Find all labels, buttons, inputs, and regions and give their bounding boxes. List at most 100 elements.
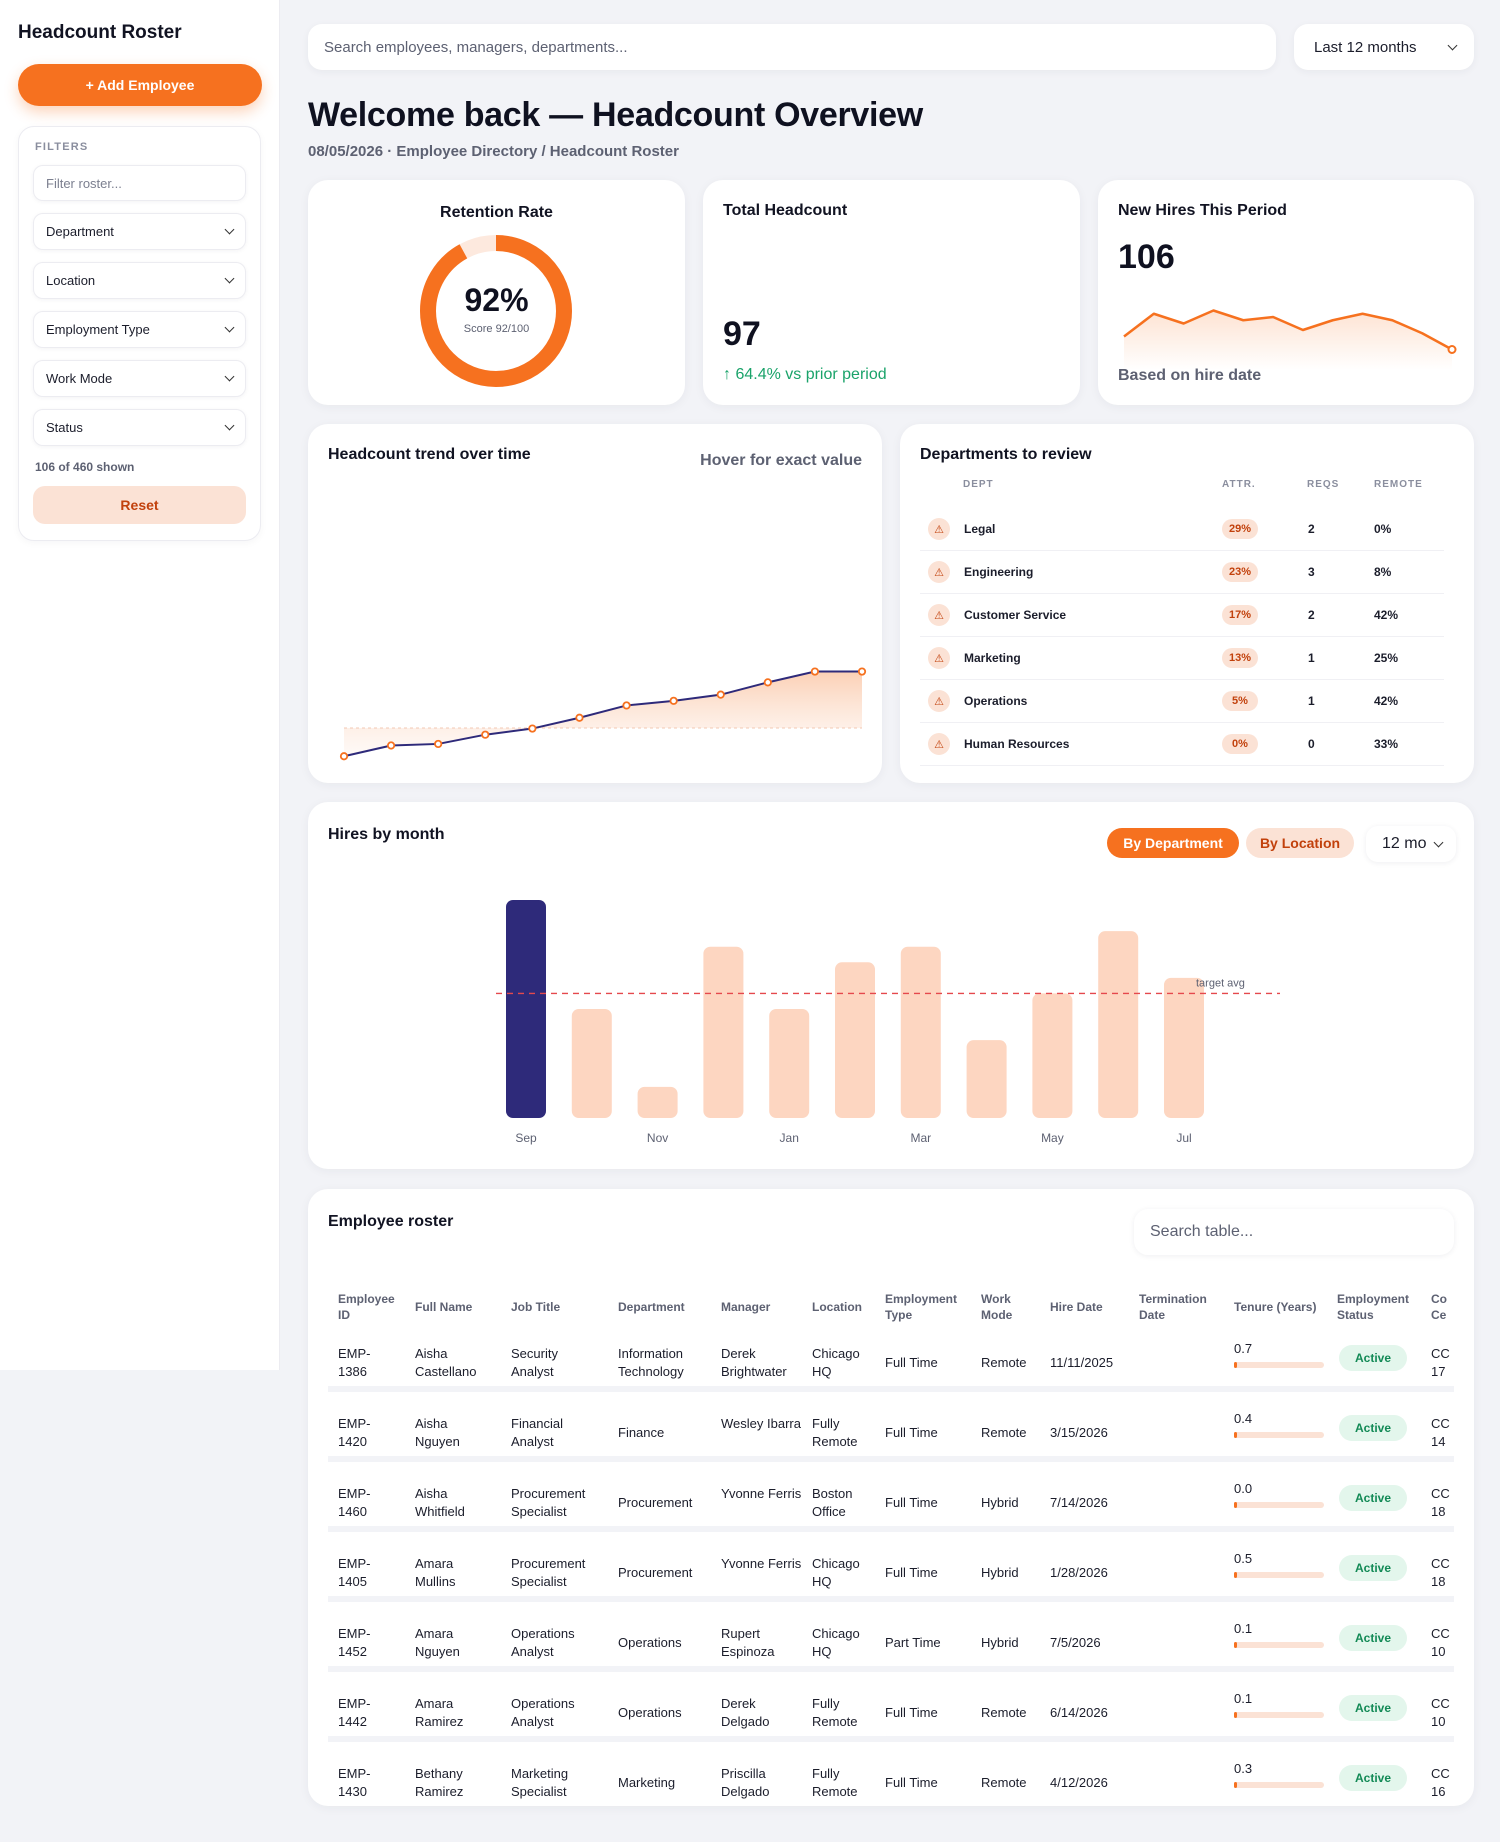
- table-row[interactable]: EMP-1405 Amara Mullins Procurement Special…: [328, 1544, 1454, 1602]
- trend-point[interactable]: [434, 739, 443, 749]
- bar-mar[interactable]: [900, 946, 941, 1118]
- cell-type: Full Time: [885, 1775, 938, 1790]
- x-tick-label: Nov: [647, 1131, 668, 1145]
- column-header[interactable]: Employment Type: [885, 1292, 958, 1322]
- column-header[interactable]: Co Ce: [1431, 1292, 1447, 1322]
- bar-nov[interactable]: [637, 1086, 678, 1118]
- table-search-input[interactable]: Search table...: [1134, 1209, 1454, 1255]
- dept-row[interactable]: ⚠ Engineering 23% 3 8%: [920, 551, 1444, 594]
- department-select[interactable]: Department: [33, 213, 246, 250]
- trend-point[interactable]: [575, 713, 584, 722]
- employment-type-select-label: Employment Type: [46, 322, 150, 337]
- cell-manager: Yvonne Ferris: [721, 1486, 802, 1501]
- trend-point[interactable]: [386, 741, 396, 750]
- bar-apr[interactable]: [966, 1040, 1007, 1118]
- cell-manager: Wesley Ibarra: [721, 1416, 801, 1431]
- column-header[interactable]: Employee ID: [338, 1292, 395, 1322]
- dept-row[interactable]: ⚠ Legal 29% 2 0%: [920, 508, 1444, 551]
- column-header[interactable]: Manager: [721, 1300, 771, 1314]
- table-row[interactable]: EMP-1460 Aisha Whitfield Procurement Speci…: [328, 1474, 1454, 1532]
- work-mode-select-label: Work Mode: [46, 371, 113, 386]
- bar-feb[interactable]: [835, 962, 875, 1118]
- column-header[interactable]: Department: [618, 1300, 685, 1314]
- column-header[interactable]: Employment Status: [1337, 1292, 1410, 1322]
- cell-mode: Hybrid: [981, 1495, 1019, 1510]
- bar-jun[interactable]: [1098, 931, 1139, 1118]
- sidebar: Headcount Roster + Add Employee FILTERS …: [0, 0, 280, 1370]
- column-header[interactable]: Tenure (Years): [1234, 1300, 1317, 1314]
- column-header[interactable]: Full Name: [415, 1300, 473, 1314]
- cell-name: Amara Nguyen: [415, 1626, 460, 1659]
- cell-hire: 1/28/2026: [1050, 1565, 1108, 1580]
- x-tick-label: Jan: [780, 1131, 799, 1145]
- column-header[interactable]: Termination Date: [1139, 1292, 1207, 1322]
- work-mode-select[interactable]: Work Mode: [33, 360, 246, 397]
- cell-hire: 7/14/2026: [1050, 1495, 1108, 1510]
- trend-title: Headcount trend over time: [328, 446, 531, 463]
- retention-title: Retention Rate: [440, 204, 553, 221]
- cell-type: Full Time: [885, 1565, 938, 1580]
- trend-point[interactable]: [716, 690, 725, 699]
- bar-jul[interactable]: [1164, 977, 1204, 1118]
- dept-row[interactable]: ⚠ Human Resources 0% 0 33%: [920, 723, 1444, 766]
- new-hires-card: New Hires This Period 106 Based on hire …: [1098, 180, 1474, 405]
- table-row[interactable]: EMP-1452 Amara Nguyen Operations Analyst Op…: [328, 1614, 1454, 1672]
- trend-point[interactable]: [669, 696, 678, 705]
- cell-type: Part Time: [885, 1635, 941, 1650]
- tenure-bar: [1234, 1782, 1324, 1788]
- cell-manager: Priscilla Delgado: [721, 1766, 770, 1799]
- column-header[interactable]: Work Mode: [981, 1292, 1013, 1322]
- by-department-toggle[interactable]: By Department: [1107, 828, 1239, 858]
- range-select[interactable]: 12 mo: [1366, 826, 1456, 862]
- warning-icon: ⚠: [928, 690, 950, 712]
- column-header[interactable]: Location: [812, 1300, 862, 1314]
- table-row[interactable]: EMP-1420 Aisha Nguyen Financial Analyst Fin…: [328, 1404, 1454, 1462]
- column-header[interactable]: Hire Date: [1050, 1300, 1103, 1314]
- filter-roster-input[interactable]: Filter roster...: [33, 165, 246, 201]
- attrition-badge: 17%: [1222, 605, 1258, 625]
- dept-row[interactable]: ⚠ Customer Service 17% 2 42%: [920, 594, 1444, 637]
- table-row[interactable]: EMP-1386 Aisha Castellano Security Analyst…: [328, 1334, 1454, 1392]
- period-select[interactable]: Last 12 months: [1294, 24, 1474, 70]
- trend-point[interactable]: [810, 667, 820, 676]
- status-select[interactable]: Status: [33, 409, 246, 446]
- remote-value: 33%: [1374, 737, 1399, 751]
- bar-may[interactable]: [1032, 993, 1073, 1118]
- bar-oct[interactable]: [571, 1009, 612, 1118]
- reset-button[interactable]: Reset: [33, 486, 246, 524]
- retention-value: 92%: [464, 282, 529, 318]
- column-header[interactable]: Job Title: [511, 1300, 561, 1314]
- dept-row[interactable]: ⚠ Marketing 13% 1 25%: [920, 637, 1444, 680]
- bar-jan[interactable]: [769, 1009, 810, 1118]
- table-row[interactable]: EMP-1442 Amara Ramirez Operations Analyst O…: [328, 1684, 1454, 1742]
- trend-point[interactable]: [339, 752, 349, 761]
- global-search-input[interactable]: Search employees, managers, departments.…: [308, 24, 1276, 70]
- status-select-label: Status: [46, 420, 83, 435]
- tenure-bar-fill: [1234, 1782, 1237, 1788]
- table-row[interactable]: EMP-1430 Bethany Ramirez Marketing Special…: [328, 1754, 1454, 1806]
- cell-mode: Hybrid: [981, 1635, 1019, 1650]
- employment-type-select[interactable]: Employment Type: [33, 311, 246, 348]
- trend-point[interactable]: [622, 701, 631, 710]
- add-employee-button[interactable]: + Add Employee: [18, 64, 262, 106]
- bar-sep[interactable]: [506, 900, 546, 1118]
- tenure-value: 0.7: [1234, 1341, 1253, 1356]
- trend-point[interactable]: [528, 724, 537, 733]
- cell-type: Full Time: [885, 1495, 938, 1510]
- trend-point[interactable]: [763, 678, 772, 687]
- headcount-trend-card: Headcount trend over time Hover for exac…: [308, 424, 882, 783]
- cell-dept: Finance: [618, 1425, 665, 1440]
- tenure-value: 0.1: [1234, 1621, 1253, 1636]
- by-location-toggle[interactable]: By Location: [1246, 828, 1354, 858]
- tenure-bar-fill: [1234, 1362, 1238, 1368]
- bar-dec[interactable]: [703, 946, 744, 1118]
- x-tick-label: Mar: [910, 1131, 931, 1145]
- new-hires-title: New Hires This Period: [1118, 202, 1287, 219]
- cell-name: Aisha Nguyen: [415, 1416, 460, 1449]
- trend-point[interactable]: [481, 730, 490, 739]
- trend-point[interactable]: [857, 667, 867, 676]
- employee-roster-card: Employee roster Search table... Employee…: [308, 1189, 1474, 1806]
- dept-row[interactable]: ⚠ Operations 5% 1 42%: [920, 680, 1444, 723]
- location-select[interactable]: Location: [33, 262, 246, 299]
- dept-header: DEPT: [963, 479, 994, 490]
